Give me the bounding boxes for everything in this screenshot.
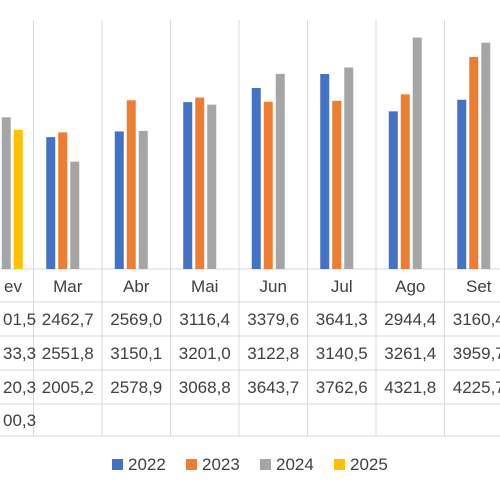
table-cell-2022-mai: 3116,4 bbox=[179, 310, 230, 329]
bar-2022-set bbox=[457, 99, 467, 269]
bar-2022-mai bbox=[183, 102, 193, 270]
bars bbox=[1, 37, 491, 270]
bar-2022-mar bbox=[46, 137, 56, 269]
table-cell-2024-set: 4225,7 bbox=[453, 378, 500, 397]
legend-label-2025: 2025 bbox=[350, 455, 388, 474]
table-grid bbox=[0, 20, 500, 437]
bar-2025-fev bbox=[13, 129, 23, 269]
table-cell-2023-abr: 3150,1 bbox=[110, 344, 162, 363]
category-label-mar: Mar bbox=[53, 277, 83, 296]
bar-2023-jun bbox=[263, 101, 273, 269]
table-cell-2023-ago: 3261,4 bbox=[384, 344, 436, 363]
category-label-mai: Mai bbox=[191, 277, 218, 296]
table-cell-2023-jun: 3122,8 bbox=[247, 344, 299, 363]
legend-label-2022: 2022 bbox=[128, 455, 166, 474]
category-label-jul: Jul bbox=[331, 277, 353, 296]
bar-2024-abr bbox=[138, 130, 148, 269]
table-cell-2024-jul: 3762,6 bbox=[316, 378, 368, 397]
table-cell-2025-fev: 00,3 bbox=[3, 411, 36, 430]
table-cell-2022-set: 3160,4 bbox=[453, 310, 500, 329]
bar-2024-jul bbox=[344, 67, 354, 270]
bar-2024-mai bbox=[207, 104, 217, 269]
category-label-ago: Ago bbox=[395, 277, 425, 296]
table-cell-2023-jul: 3140,5 bbox=[316, 344, 368, 363]
table-cell-2022-fev: 01,5 bbox=[3, 310, 36, 329]
bar-2022-jul bbox=[320, 74, 330, 270]
table-cell-2024-jun: 3643,7 bbox=[247, 378, 299, 397]
bar-2023-ago bbox=[400, 94, 410, 269]
bar-2023-set bbox=[469, 56, 479, 270]
table-cell-2024-mar: 2005,2 bbox=[42, 378, 94, 397]
table-cell-2023-set: 3959,7 bbox=[453, 344, 500, 363]
table-cell-2022-jun: 3379,6 bbox=[247, 310, 299, 329]
legend-swatch-2024 bbox=[260, 459, 271, 470]
table-cell-2023-mai: 3201,0 bbox=[179, 344, 231, 363]
table-cell-2023-fev: 33,3 bbox=[3, 344, 36, 363]
bar-2023-jul bbox=[332, 100, 342, 269]
table-cell-2024-ago: 4321,8 bbox=[384, 378, 436, 397]
category-label-fev: ev bbox=[4, 277, 22, 296]
table-cell-2022-mar: 2462,7 bbox=[42, 310, 94, 329]
legend-swatch-2023 bbox=[186, 459, 197, 470]
bar-2024-set bbox=[481, 42, 491, 269]
bar-2022-jun bbox=[251, 88, 261, 270]
bar-2024-jun bbox=[275, 73, 285, 269]
legend: 2022 2023 2024 2025 bbox=[112, 455, 388, 474]
table-cell-2022-abr: 2569,0 bbox=[110, 310, 162, 329]
category-label-abr: Abr bbox=[123, 277, 150, 296]
legend-label-2023: 2023 bbox=[202, 455, 240, 474]
bar-2022-abr bbox=[114, 131, 124, 269]
legend-swatch-2025 bbox=[334, 459, 345, 470]
category-label-jun: Jun bbox=[260, 277, 287, 296]
table-cell-2022-ago: 2944,4 bbox=[384, 310, 436, 329]
table-cell-2024-mai: 3068,8 bbox=[179, 378, 231, 397]
bar-2023-mai bbox=[195, 97, 205, 269]
bar-2024-mar bbox=[70, 161, 80, 269]
bar-2023-mar bbox=[58, 132, 68, 269]
legend-label-2024: 2024 bbox=[276, 455, 314, 474]
table-cell-2023-mar: 2551,8 bbox=[42, 344, 94, 363]
bar-2022-ago bbox=[388, 111, 398, 270]
bar-2024-ago bbox=[412, 37, 422, 269]
category-label-set: Set bbox=[466, 277, 492, 296]
table-cell-2024-fev: 20,3 bbox=[3, 378, 36, 397]
table-cell-2022-jul: 3641,3 bbox=[316, 310, 368, 329]
data-table: ev Mar Abr Mai Jun Jul Ago Set 01,5 2462,7 2569,0 3… bbox=[3, 277, 500, 430]
bar-2024-fev bbox=[1, 117, 11, 269]
table-cell-2024-abr: 2578,9 bbox=[110, 378, 162, 397]
bar-2023-abr bbox=[126, 100, 136, 269]
legend-swatch-2022 bbox=[112, 459, 123, 470]
